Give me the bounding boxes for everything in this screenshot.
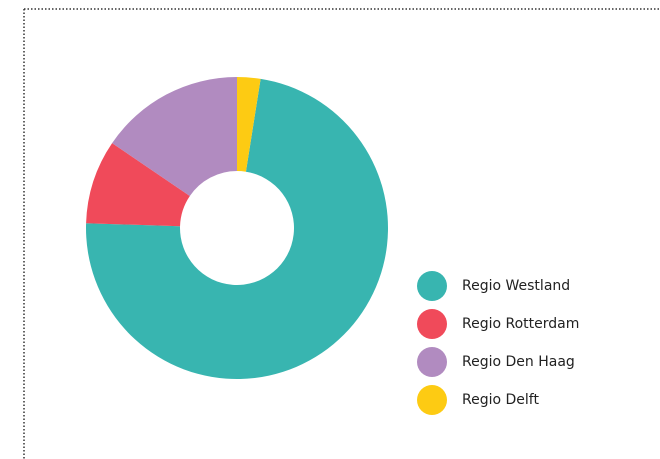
- slice: [86, 143, 190, 227]
- legend-swatch: [417, 347, 447, 377]
- legend-label: Regio Westland: [462, 278, 570, 294]
- slice: [112, 77, 237, 196]
- legend-swatch: [417, 271, 447, 301]
- legend-swatch: [417, 385, 447, 415]
- slice: [237, 77, 261, 172]
- slice: [86, 78, 388, 379]
- legend-label: Regio Den Haag: [462, 354, 575, 370]
- legend-label: Regio Rotterdam: [462, 316, 579, 332]
- legend-label: Regio Delft: [462, 392, 539, 408]
- legend-swatch: [417, 309, 447, 339]
